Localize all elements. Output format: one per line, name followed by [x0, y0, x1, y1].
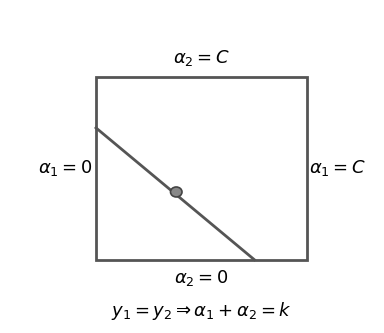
Text: $\alpha_1 = C$: $\alpha_1 = C$ [310, 158, 366, 178]
Circle shape [170, 187, 182, 197]
Text: $y_1 = y_2 \Rightarrow \alpha_1 + \alpha_2 = k$: $y_1 = y_2 \Rightarrow \alpha_1 + \alpha… [111, 300, 292, 322]
Text: $\alpha_1 = 0$: $\alpha_1 = 0$ [38, 158, 93, 178]
Text: $\alpha_2 = 0$: $\alpha_2 = 0$ [174, 268, 229, 288]
Text: $\alpha_2 = C$: $\alpha_2 = C$ [173, 48, 230, 68]
Bar [96, 77, 307, 260]
